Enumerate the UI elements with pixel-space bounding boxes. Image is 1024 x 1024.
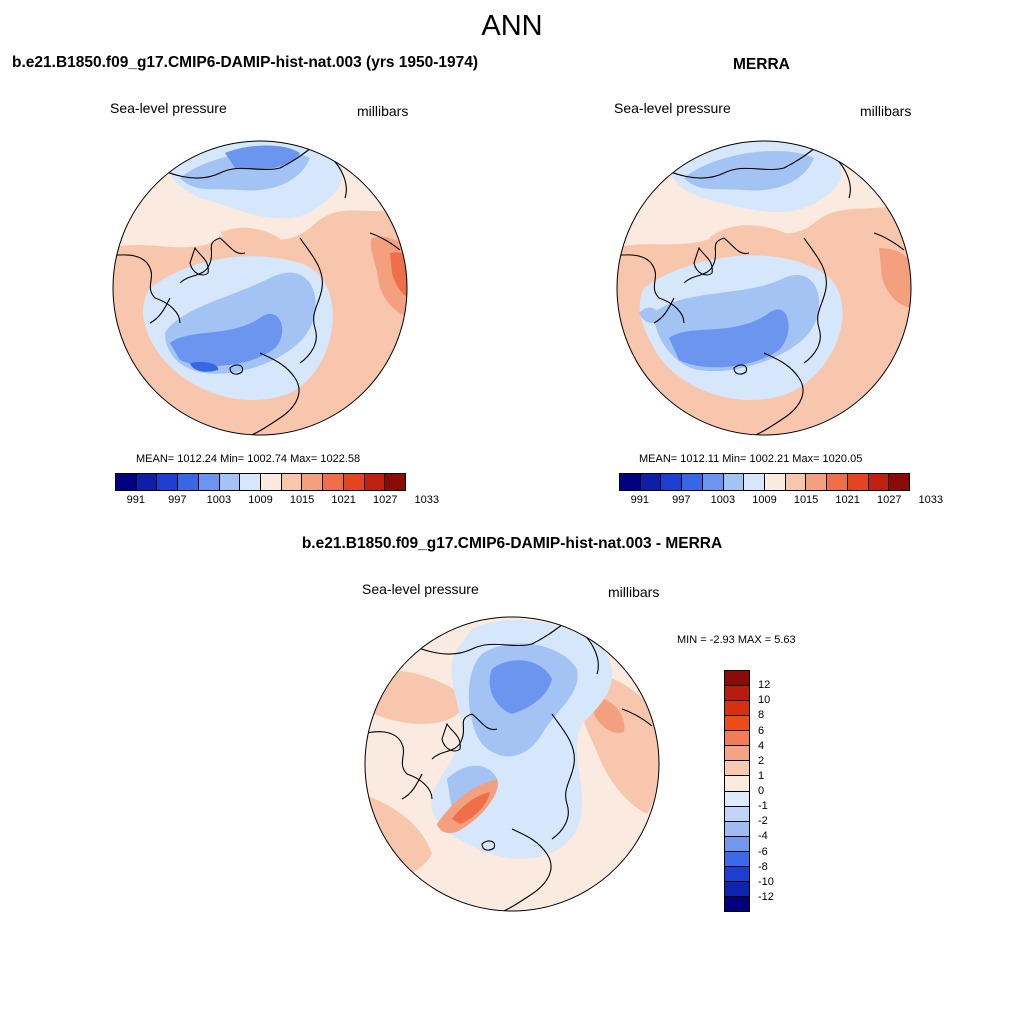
colorbar-swatch <box>827 474 848 490</box>
panel-2-stats: MEAN= 1012.11 Min= 1002.21 Max= 1020.05 <box>639 453 863 465</box>
colorbar-swatch <box>116 474 137 490</box>
panel-3-title: b.e21.B1850.f09_g17.CMIP6-DAMIP-hist-nat… <box>301 535 723 552</box>
colorbar-swatch <box>219 474 241 490</box>
panel-2-colorbar <box>619 473 910 491</box>
panel-1-title: b.e21.B1850.f09_g17.CMIP6-DAMIP-hist-nat… <box>12 54 479 71</box>
colorbar-swatch <box>198 474 220 490</box>
colorbar-swatch <box>723 474 745 490</box>
colorbar-swatch <box>240 474 262 490</box>
colorbar-tick-label: 6 <box>758 724 765 737</box>
colorbar-swatch <box>702 474 724 490</box>
colorbar-tick-label: 0 <box>758 785 765 797</box>
colorbar-tick-label: 12 <box>758 679 771 692</box>
colorbar-swatch <box>661 474 683 490</box>
colorbar-tick-label: -12 <box>758 890 774 903</box>
colorbar-swatch <box>261 474 282 490</box>
colorbar-swatch <box>847 474 869 490</box>
colorbar-tick-label: 1021 <box>835 494 860 506</box>
colorbar-tick-label: 1027 <box>372 494 398 506</box>
panel-3-polar-map <box>364 616 660 912</box>
panel-2-units-label: millibars <box>860 103 912 119</box>
colorbar-tick-label: 1 <box>758 769 765 782</box>
colorbar-swatch <box>725 851 749 867</box>
colorbar-swatch <box>785 474 807 490</box>
colorbar-swatch <box>725 836 749 852</box>
colorbar-swatch <box>725 716 749 732</box>
colorbar-tick-label: -1 <box>758 800 768 813</box>
colorbar-swatch <box>725 701 749 717</box>
colorbar-swatch <box>806 474 828 490</box>
colorbar-swatch <box>744 474 766 490</box>
colorbar-swatch <box>725 866 749 882</box>
colorbar-tick-label: 10 <box>758 694 771 707</box>
panel-2-title: MERRA <box>733 56 790 73</box>
colorbar-swatch <box>385 474 406 490</box>
colorbar-tick-label: -2 <box>758 815 768 828</box>
colorbar-swatch <box>765 474 786 490</box>
panel-1-variable-label: Sea-level pressure <box>110 100 227 116</box>
panel-3-min-max: MIN = -2.93 MAX = 5.63 <box>677 634 796 646</box>
colorbar-tick-label: 991 <box>126 494 145 506</box>
colorbar-swatch <box>620 474 641 490</box>
colorbar-tick-label: 1003 <box>206 494 232 506</box>
colorbar-tick-label: 1009 <box>248 494 273 506</box>
colorbar-tick-label: 1015 <box>793 494 819 506</box>
colorbar-swatch <box>725 881 749 897</box>
colorbar-swatch <box>725 791 749 807</box>
colorbar-tick-label: -8 <box>758 860 768 873</box>
colorbar-swatch <box>302 474 324 490</box>
colorbar-swatch <box>725 761 749 777</box>
colorbar-tick-label: 997 <box>672 494 691 506</box>
panel-1-colorbar-labels: 991 997 1003 1009 1015 1021 1027 1033 <box>115 494 439 508</box>
colorbar-swatch <box>725 731 749 747</box>
colorbar-swatch <box>178 474 199 490</box>
colorbar-tick-label: 4 <box>758 739 765 752</box>
colorbar-swatch <box>868 474 890 490</box>
colorbar-tick-label: 1027 <box>876 494 902 506</box>
colorbar-swatch <box>725 896 749 911</box>
colorbar-swatch <box>682 474 703 490</box>
panel-2-polar-map <box>616 140 912 436</box>
colorbar-swatch <box>157 474 179 490</box>
colorbar-swatch <box>725 686 749 702</box>
colorbar-swatch <box>725 806 749 822</box>
colorbar-tick-label: 8 <box>758 709 765 722</box>
panel-1-units-label: millibars <box>357 103 409 119</box>
colorbar-swatch <box>323 474 344 490</box>
main-title: ANN <box>481 10 543 42</box>
colorbar-tick-label: 997 <box>168 494 187 506</box>
colorbar-tick-label: 1033 <box>918 494 944 506</box>
colorbar-tick-label: 1009 <box>752 494 777 506</box>
colorbar-tick-label: -10 <box>758 875 774 888</box>
panel-2-variable-label: Sea-level pressure <box>614 100 731 116</box>
colorbar-tick-label: -4 <box>758 830 768 843</box>
colorbar-swatch <box>725 671 749 687</box>
panel-3-colorbar <box>724 670 750 912</box>
colorbar-tick-label: 1015 <box>289 494 315 506</box>
panel-1-polar-map <box>112 140 408 436</box>
panel-3-colorbar-labels: 12 10 8 6 4 2 1 0 -1 -2 -4 -6 -8 -10 -12 <box>758 670 788 912</box>
colorbar-swatch <box>725 776 749 792</box>
colorbar-tick-label: -6 <box>758 845 768 858</box>
colorbar-tick-label: 1033 <box>414 494 440 506</box>
colorbar-swatch <box>281 474 303 490</box>
colorbar-swatch <box>343 474 365 490</box>
colorbar-swatch <box>725 746 749 762</box>
panel-3-variable-label: Sea-level pressure <box>362 581 479 597</box>
colorbar-tick-label: 1021 <box>331 494 356 506</box>
colorbar-tick-label: 1003 <box>710 494 736 506</box>
colorbar-swatch <box>889 474 910 490</box>
panel-2-colorbar-labels: 991 997 1003 1009 1015 1021 1027 1033 <box>619 494 943 508</box>
colorbar-swatch <box>725 821 749 837</box>
colorbar-swatch <box>136 474 158 490</box>
colorbar-tick-label: 991 <box>630 494 649 506</box>
colorbar-swatch <box>364 474 386 490</box>
colorbar-swatch <box>640 474 662 490</box>
panel-3-units-label: millibars <box>608 584 660 600</box>
panel-1-colorbar <box>115 473 406 491</box>
colorbar-tick-label: 2 <box>758 754 765 767</box>
panel-1-stats: MEAN= 1012.24 Min= 1002.74 Max= 1022.58 <box>136 453 361 465</box>
